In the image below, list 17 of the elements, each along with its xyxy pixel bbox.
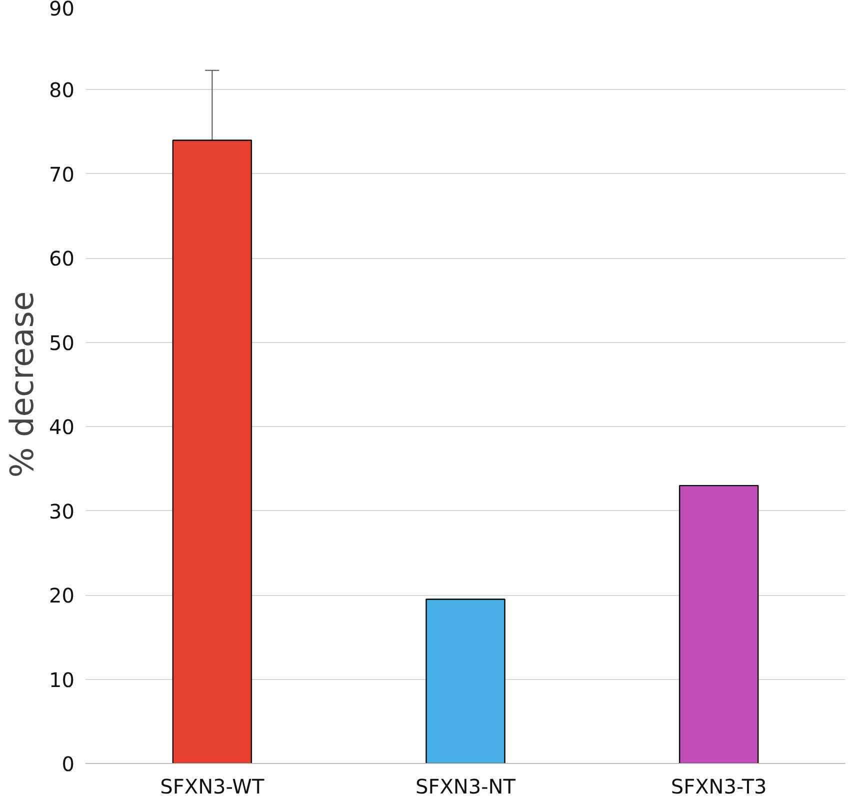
y-tick-label: 50 [49, 330, 75, 355]
x-tick-label: SFXN3-WT [160, 774, 265, 798]
y-tick-label: 0 [62, 752, 75, 776]
y-tick-label: 20 [49, 584, 75, 608]
x-tick-label: SFXN3-T3 [670, 774, 767, 798]
y-axis-title: % decrease [3, 291, 42, 478]
y-tick-label: 60 [49, 246, 75, 271]
y-tick-label: 30 [49, 499, 75, 524]
y-tick-label: 10 [49, 668, 75, 692]
y-tick-label: 70 [49, 162, 75, 186]
bar [426, 598, 506, 764]
bar [172, 140, 252, 764]
bar [678, 484, 759, 764]
y-tick-label: 90 [49, 0, 75, 20]
y-tick-label: 40 [49, 415, 75, 440]
x-tick-label: SFXN3-NT [416, 774, 516, 798]
y-tick-label: 80 [49, 78, 75, 102]
